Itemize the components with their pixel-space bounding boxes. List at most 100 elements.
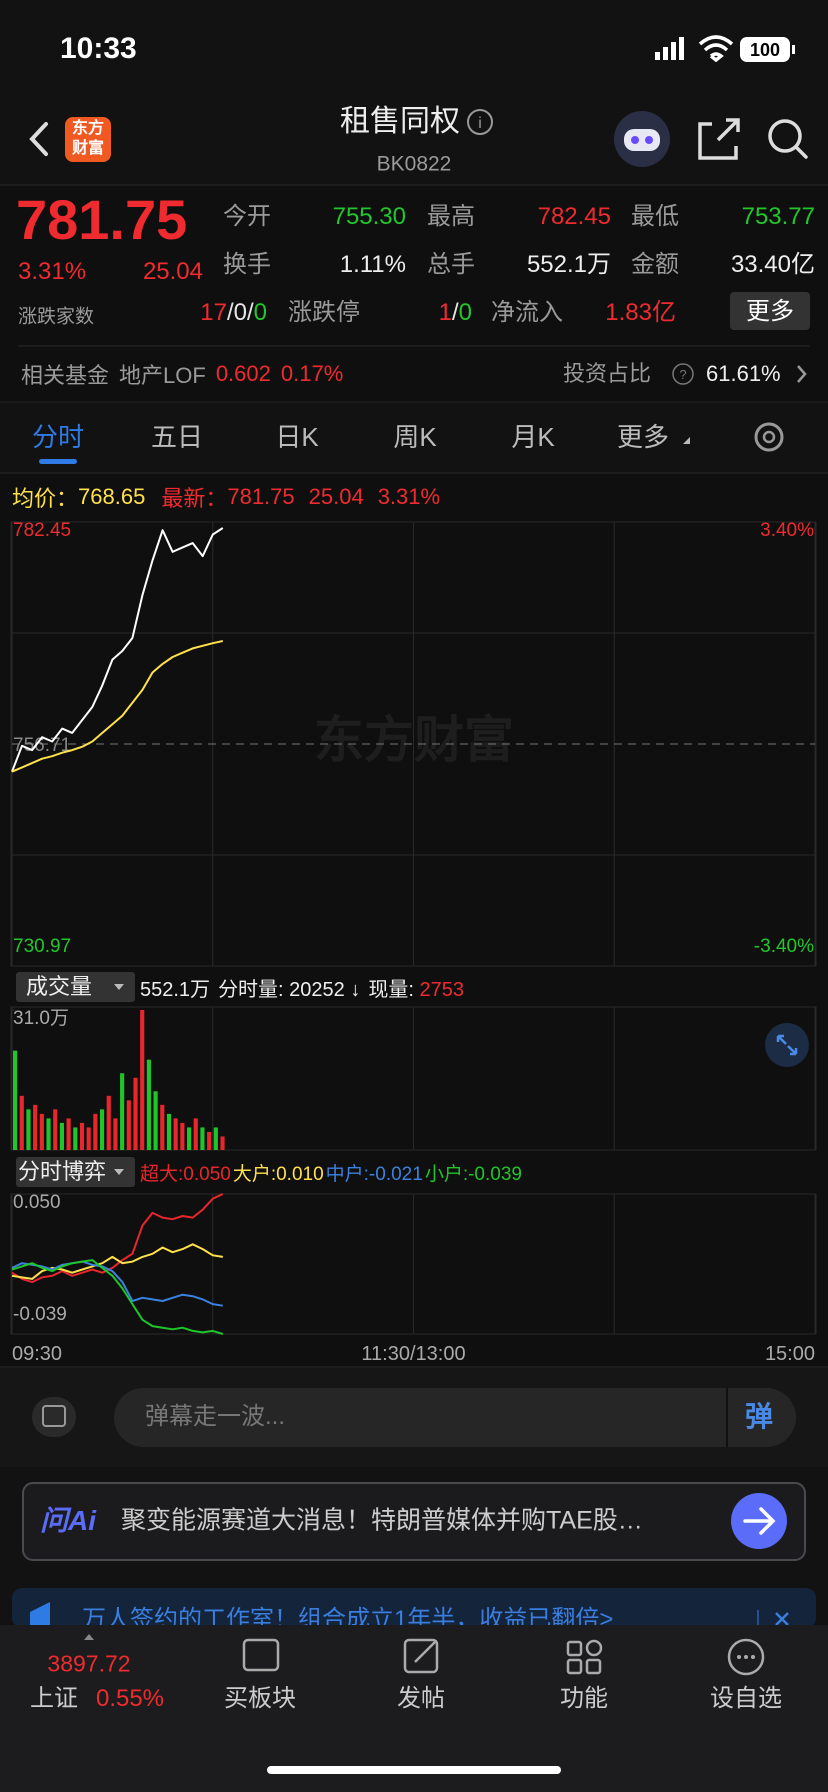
stat-label: 总手 — [427, 251, 475, 278]
y-tick-label: 756.71 — [13, 735, 71, 756]
arrow-icon — [743, 1507, 776, 1535]
indicator-select[interactable] — [16, 972, 135, 1002]
index-pct[interactable]: 0.55% — [95, 1685, 165, 1712]
price-info: 均价： 768.65 最新： 781.75 25.04 3.31% — [12, 484, 440, 511]
limit-up: 1 — [438, 299, 452, 326]
share-button[interactable] — [698, 118, 740, 160]
volume-bar — [126, 1100, 131, 1150]
header-bg — [0, 0, 828, 185]
help-icon[interactable] — [672, 363, 694, 385]
volume-bar — [73, 1127, 78, 1150]
ai-bar[interactable] — [22, 1482, 806, 1561]
net-inflow: 1.83亿 — [605, 299, 676, 326]
nav-icon — [585, 1658, 602, 1675]
change-value: 25.04 — [308, 484, 364, 509]
volume-bar — [173, 1118, 178, 1150]
nav-label[interactable]: 设自选 — [710, 1685, 782, 1712]
expand-caret[interactable] — [84, 1634, 94, 1640]
signal-bar — [663, 47, 668, 60]
y-tick-label: 730.97 — [13, 936, 71, 957]
tab[interactable]: 月K — [511, 422, 555, 452]
bottom-nav — [0, 1625, 828, 1792]
volume-bar — [120, 1073, 125, 1150]
y-tick-label: 782.45 — [13, 520, 71, 541]
back-button[interactable] — [29, 122, 48, 156]
nav-label[interactable]: 功能 — [560, 1685, 608, 1712]
comment-placeholder[interactable]: 弹幕走一波... — [145, 1403, 286, 1430]
search-button[interactable] — [768, 119, 802, 153]
series-line — [11, 1243, 223, 1280]
series-line — [11, 1259, 224, 1335]
settings-button[interactable] — [754, 422, 784, 452]
battery-tip — [792, 45, 795, 54]
volume-bar — [99, 1109, 105, 1150]
indicator-select[interactable] — [16, 1157, 135, 1187]
volume-bar — [93, 1113, 98, 1150]
fund-row[interactable]: 相关基金 地产LOF 0.602 0.17% — [21, 361, 344, 388]
tab[interactable]: 分时 — [31, 422, 85, 452]
legend-item: 超大:0.050 — [140, 1163, 231, 1185]
robot-eye — [645, 136, 653, 144]
robot-face — [624, 129, 660, 151]
x-tick-label: 15:00 — [765, 1343, 815, 1365]
info-icon[interactable] — [467, 109, 493, 135]
legend-item: 小户:-0.039 — [424, 1163, 522, 1185]
tab-underline — [39, 459, 77, 464]
last-label: 最新： — [161, 486, 228, 511]
index-value[interactable]: 3897.72 — [47, 1650, 131, 1677]
fund-pct: 0.17% — [280, 361, 344, 386]
search-handle — [794, 145, 808, 159]
banner-text[interactable]: 万人签约的工作室！组合成立1年半，收益已翻倍> — [82, 1606, 614, 1626]
y-tick-label: 31.0万 — [13, 1008, 69, 1029]
volume-bar — [39, 1113, 44, 1150]
legend: 超大:0.050 大户:0.010 中户:-0.021 小户:-0.039 — [140, 1161, 524, 1185]
volume-bar — [113, 1118, 118, 1150]
minute-volume: 分时量: 20252 ↓ — [218, 978, 361, 1001]
y2-tick-label: -3.40% — [754, 936, 814, 957]
tab[interactable]: 周K — [393, 422, 437, 452]
indicator-name[interactable]: 成交量 — [26, 974, 93, 999]
tab[interactable]: 更多 — [616, 422, 670, 452]
fullscreen-button[interactable] — [765, 1023, 809, 1067]
nav-icon — [566, 1658, 583, 1675]
close-icon[interactable] — [775, 1612, 789, 1626]
index-name[interactable]: 上证 — [30, 1685, 78, 1712]
change: 25.04 — [142, 258, 203, 285]
tab[interactable]: 五日 — [150, 422, 204, 452]
y2-tick-label: 3.40% — [760, 520, 814, 541]
volume-bar — [207, 1131, 212, 1150]
volume-bar — [33, 1104, 38, 1150]
nav-label[interactable]: 买板块 — [224, 1685, 296, 1712]
pen-stroke — [414, 1640, 437, 1663]
more-label[interactable]: 更多 — [746, 298, 794, 325]
volume-bar — [86, 1127, 91, 1150]
down-count: 0 — [253, 299, 267, 326]
dot — [751, 1655, 755, 1659]
last-value: 781.75 — [227, 484, 295, 509]
ai-prompt[interactable]: 聚变能源赛道大消息！特朗普媒体并购TAE股… — [121, 1506, 643, 1535]
danmaku-button[interactable]: 弹 — [744, 1401, 774, 1432]
wifi-icon — [698, 35, 734, 63]
stat-label: 今开 — [223, 203, 271, 230]
y-tick-label: -0.039 — [13, 1304, 67, 1325]
select-caret — [114, 1169, 124, 1175]
y-tick-label: 0.050 — [13, 1192, 61, 1213]
more-button[interactable] — [730, 292, 810, 330]
tab[interactable]: 日K — [275, 422, 319, 452]
volume-bar — [140, 1010, 145, 1150]
select-caret — [114, 984, 124, 990]
indicator-name[interactable]: 分时博弈 — [18, 1159, 107, 1184]
volume-bar — [46, 1118, 51, 1150]
volume-bar — [59, 1122, 64, 1150]
banner[interactable] — [12, 1588, 816, 1628]
banner-icon — [30, 1602, 50, 1626]
stat-label: 最低 — [631, 203, 679, 230]
volume-bar — [26, 1109, 31, 1150]
nav-icon — [242, 1638, 280, 1672]
tab-caret — [683, 437, 690, 444]
dot — [737, 1655, 741, 1659]
nav-icon — [403, 1638, 439, 1674]
comment-input[interactable] — [114, 1388, 796, 1447]
nav-label[interactable]: 发帖 — [397, 1685, 445, 1712]
